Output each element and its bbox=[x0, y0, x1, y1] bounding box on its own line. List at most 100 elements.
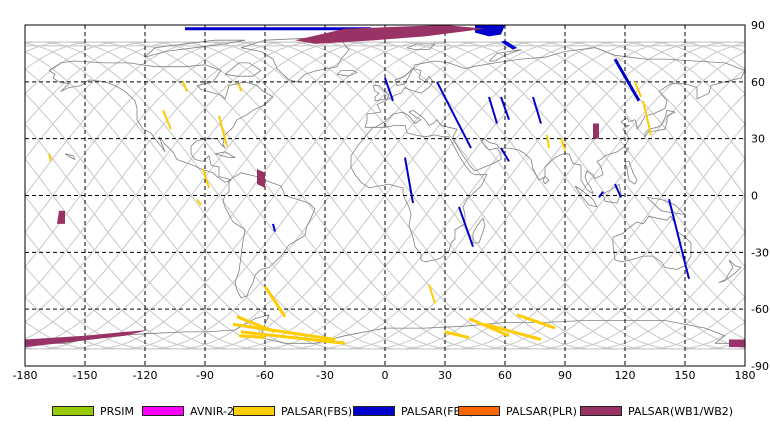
palsar-fbd-swath bbox=[272, 223, 276, 232]
palsar-fbs-swath bbox=[546, 134, 550, 149]
cuba-coast bbox=[214, 151, 236, 158]
x-tick-label: 30 bbox=[438, 369, 452, 382]
palsar-wb-swath bbox=[593, 123, 599, 139]
y-tick-label: 30 bbox=[751, 133, 765, 146]
y-tick-label: -30 bbox=[751, 246, 769, 259]
x-tick-label: 150 bbox=[675, 369, 696, 382]
palsar-fbs-swath bbox=[444, 330, 470, 340]
legend-item-palsar-fbd: PALSAR(FBD) bbox=[353, 404, 474, 418]
north-america-coast bbox=[48, 60, 274, 183]
palsar-fbd-swath bbox=[613, 58, 641, 102]
palsar-fbs-swath bbox=[232, 322, 336, 341]
palsar-fbs-swath bbox=[634, 81, 642, 98]
y-tick-label: -90 bbox=[751, 360, 769, 373]
palsar-wb-swath bbox=[257, 169, 265, 188]
palsar-fbs-swath bbox=[516, 313, 556, 330]
palsar-fbs-swath bbox=[162, 109, 172, 130]
palsar-fbd-swath bbox=[404, 157, 414, 204]
observation-swaths bbox=[25, 25, 745, 348]
hawaii-coast bbox=[64, 153, 76, 160]
y-tick-labels: 90 60 30 0 -30 -60 -90 bbox=[751, 19, 769, 373]
palsar-fbs-swath bbox=[238, 334, 266, 340]
palsar-fbs-swath bbox=[240, 330, 346, 345]
y-tick-label: 90 bbox=[751, 19, 765, 32]
palsar-fbs-swath bbox=[202, 168, 210, 189]
coastlines bbox=[25, 37, 746, 344]
palsar-fbs-swath bbox=[218, 115, 228, 147]
madagascar-coast bbox=[472, 217, 486, 244]
palsar-fbd-swath bbox=[500, 147, 510, 162]
palsar-fbd-swath bbox=[458, 206, 474, 248]
canadian-archipelago-coast bbox=[144, 39, 246, 58]
legend: PRSIM AVNIR-2 PALSAR(FBS) PALSAR(FBD) PA… bbox=[0, 401, 770, 421]
palsar-fbs-swath bbox=[263, 285, 287, 318]
palsar-fbd-swath bbox=[384, 77, 394, 102]
legend-swatch-palsar-fbd bbox=[353, 406, 395, 416]
palsar-fbd-swath bbox=[475, 25, 505, 37]
iceland-coast bbox=[336, 70, 358, 77]
y-tick-label: 60 bbox=[751, 76, 765, 89]
palsar-fbd-swath bbox=[598, 191, 604, 198]
palsar-wb-swath bbox=[295, 25, 485, 44]
palsar-wb-swath bbox=[57, 210, 65, 224]
legend-item-palsar-plr: PALSAR(PLR) bbox=[458, 404, 577, 418]
legend-item-avnir2: AVNIR-2 bbox=[142, 404, 234, 418]
palsar-fbs-swath bbox=[642, 100, 652, 136]
x-tick-label: 120 bbox=[615, 369, 636, 382]
palsar-fbd-swath bbox=[488, 96, 498, 124]
x-tick-label: -120 bbox=[133, 369, 158, 382]
x-tick-label: 0 bbox=[382, 369, 389, 382]
new-zealand-coast bbox=[718, 259, 742, 283]
y-tick-label: 0 bbox=[751, 190, 758, 203]
palsar-fbd-swath bbox=[668, 199, 690, 280]
legend-swatch-prism bbox=[52, 406, 94, 416]
new-guinea-coast bbox=[646, 197, 686, 215]
world-map: -180 -150 -120 -90 -60 -30 0 30 60 90 120 150 180 90… bbox=[12, 19, 769, 382]
palsar-fbs-swath bbox=[428, 284, 436, 304]
palsar-fbs-swath bbox=[484, 322, 542, 341]
palsar-fbd-swath bbox=[532, 96, 542, 124]
antarctica-coast bbox=[25, 314, 745, 344]
palsar-fbd-swath bbox=[501, 40, 517, 50]
legend-item-palsar-wb: PALSAR(WB1/WB2) bbox=[580, 404, 733, 418]
australia-coast bbox=[612, 215, 692, 270]
x-tick-label: 90 bbox=[558, 369, 572, 382]
x-tick-label: -90 bbox=[196, 369, 214, 382]
palsar-fbs-swath bbox=[196, 198, 202, 206]
sri-lanka-coast bbox=[542, 176, 550, 185]
svalbard-coast bbox=[406, 43, 436, 50]
philippines-coast bbox=[624, 161, 638, 185]
palsar-fbd-swath bbox=[436, 81, 472, 149]
legend-swatch-avnir2 bbox=[142, 406, 184, 416]
palsar-wb-swath bbox=[729, 339, 745, 348]
x-tick-label: -180 bbox=[13, 369, 38, 382]
legend-swatch-palsar-plr bbox=[458, 406, 500, 416]
y-tick-label: -60 bbox=[751, 303, 769, 316]
x-tick-labels: -180 -150 -120 -90 -60 -30 0 30 60 90 120 150 180 bbox=[13, 369, 756, 382]
palsar-fbs-swath bbox=[48, 153, 52, 162]
legend-item-palsar-fbs: PALSAR(FBS) bbox=[233, 404, 352, 418]
x-tick-label: -60 bbox=[256, 369, 274, 382]
palsar-wb-swath bbox=[25, 330, 149, 348]
legend-item-prism: PRSIM bbox=[52, 404, 134, 418]
africa-coast bbox=[350, 125, 488, 263]
taiwan-coast bbox=[624, 147, 630, 155]
palsar-fbs-swath bbox=[182, 81, 188, 92]
borneo-coast bbox=[602, 183, 622, 204]
x-tick-label: -30 bbox=[316, 369, 334, 382]
british-isles-coast bbox=[372, 85, 390, 102]
palsar-fbd-swath bbox=[614, 183, 622, 198]
graticule bbox=[25, 25, 745, 366]
novaya-zemlya-coast bbox=[488, 49, 522, 62]
palsar-fbs-swath bbox=[468, 317, 510, 338]
baffin-coast bbox=[224, 62, 262, 77]
palsar-fbs-swath bbox=[238, 83, 242, 92]
x-tick-label: 180 bbox=[735, 369, 756, 382]
x-tick-label: 60 bbox=[498, 369, 512, 382]
map-frame bbox=[24, 24, 746, 367]
south-america-coast bbox=[222, 172, 316, 299]
palsar-fbd-swath bbox=[500, 96, 510, 121]
legend-swatch-palsar-wb bbox=[580, 406, 622, 416]
legend-swatch-palsar-fbs bbox=[233, 406, 275, 416]
x-tick-label: -150 bbox=[73, 369, 98, 382]
